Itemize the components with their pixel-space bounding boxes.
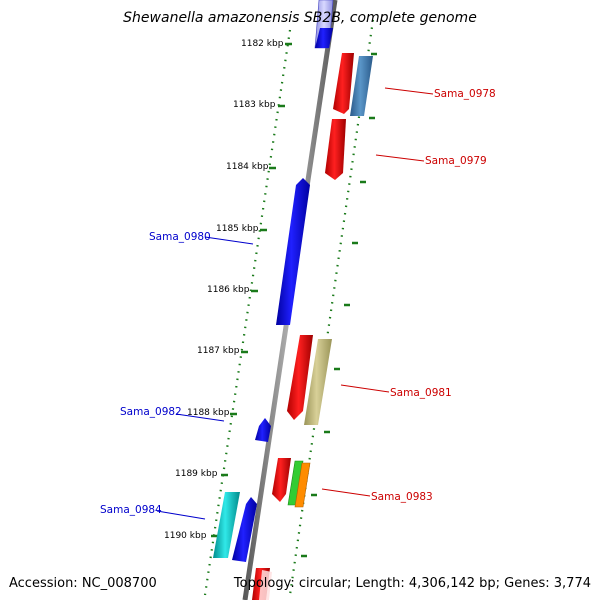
outer-track-left <box>203 29 292 596</box>
gene-label-sama-0978[interactable]: Sama_0978 <box>434 88 496 100</box>
leader-sama-0984 <box>156 510 206 520</box>
leader-sama-0979 <box>375 154 425 162</box>
gene-features <box>213 0 373 600</box>
gene-labels: Sama_0978 Sama_0979 Sama_0980 Sama_0981 … <box>100 88 496 516</box>
gene-arrow-sama-0982[interactable] <box>255 418 271 442</box>
gene-label-sama-0979[interactable]: Sama_0979 <box>425 155 487 167</box>
gene-arrow-partial-top-blue[interactable] <box>315 28 333 48</box>
topology-label: Topology: circular; Length: 4,306,142 bp… <box>233 576 591 591</box>
leader-sama-0980 <box>204 236 254 245</box>
tick-labels: 1182 kbp 1183 kbp 1184 kbp 1185 kbp 1186… <box>164 39 284 541</box>
tick-label: 1185 kbp <box>216 224 259 234</box>
tick-label: 1190 kbp <box>164 531 207 541</box>
gene-leader-lines <box>156 87 434 520</box>
tick-label: 1189 kbp <box>175 469 218 479</box>
gene-label-sama-0982[interactable]: Sama_0982 <box>120 406 182 418</box>
gene-arrow-sama-0981[interactable] <box>287 335 313 420</box>
tick-label: 1182 kbp <box>241 39 284 49</box>
tick-label: 1184 kbp <box>226 162 269 172</box>
tick-label: 1186 kbp <box>207 285 250 295</box>
gene-arrow-sama-0980[interactable] <box>276 178 310 325</box>
gene-arrow-partial-bottom-highlight[interactable] <box>259 570 272 600</box>
gene-label-sama-0980[interactable]: Sama_0980 <box>149 231 211 243</box>
map-title: Shewanella amazonensis SB2B, complete ge… <box>123 10 477 26</box>
gene-arrow-sama-0983[interactable] <box>272 458 291 502</box>
gene-arrow-sama-0984[interactable] <box>213 492 240 558</box>
accession-label: Accession: NC_008700 <box>9 576 157 591</box>
gene-label-sama-0983[interactable]: Sama_0983 <box>371 491 433 503</box>
tick-label: 1188 kbp <box>187 408 230 418</box>
gene-arrow-blue-lower[interactable] <box>232 497 257 562</box>
gene-label-sama-0981[interactable]: Sama_0981 <box>390 387 452 399</box>
gene-arrow-steelblue[interactable] <box>350 56 373 116</box>
tick-label: 1187 kbp <box>197 346 240 356</box>
leader-sama-0982 <box>175 413 225 422</box>
leader-sama-0978 <box>384 87 434 95</box>
leader-sama-0981 <box>340 384 390 393</box>
leader-sama-0983 <box>321 488 371 497</box>
tick-marks <box>211 42 377 558</box>
gene-arrow-sama-0979[interactable] <box>325 119 346 180</box>
gene-arrow-sama-0978[interactable] <box>333 53 354 114</box>
gene-arrow-orange[interactable] <box>294 462 311 508</box>
tick-label: 1183 kbp <box>233 100 276 110</box>
gene-label-sama-0984[interactable]: Sama_0984 <box>100 504 162 516</box>
gene-arrow-khaki[interactable] <box>304 339 332 425</box>
